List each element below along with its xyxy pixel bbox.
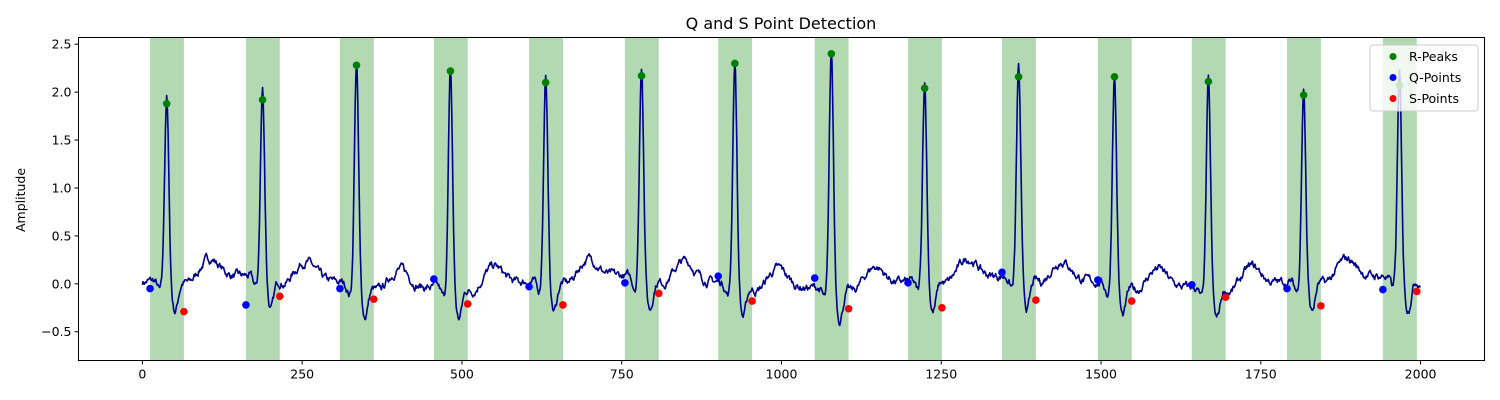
s-point-marker-4 [463,300,472,308]
s-point-marker-8 [844,304,853,313]
y-tick-label-2: 0.5 [52,228,72,243]
x-tick-label-0: 0 [138,367,146,382]
x-tick-label-750: 750 [610,367,634,382]
q-point-marker-11 [1094,276,1102,284]
y-axis-label: Amplitude [13,168,28,232]
y-tick-label-0: −0.5 [41,324,71,339]
q-point-marker-7 [714,272,723,280]
r-peak-marker-10 [1014,72,1023,81]
x-tick-label-1000: 1000 [766,367,798,382]
r-peak-marker-9 [920,84,929,93]
detection-window-2 [245,37,280,361]
q-point-marker-1 [146,284,154,293]
q-point-marker-6 [621,279,629,287]
r-peak-marker-13 [1299,91,1308,99]
legend: R-Peaks Q-Points S-Points [1369,44,1479,112]
s-point-marker-1 [180,307,188,316]
s-point-marker-11 [1127,297,1136,305]
q-point-marker-3 [336,284,344,293]
r-peak-marker-7 [731,59,739,68]
q-point-marker-12 [1187,280,1196,289]
s-point-marker-13 [1317,302,1325,310]
s-point-marker-6 [654,289,663,298]
legend-q-points-marker [1389,74,1397,81]
ecg-signal [141,51,1421,327]
x-tick-label-1250: 1250 [925,367,957,382]
s-point-marker-12 [1221,293,1230,302]
q-point-marker-13 [1283,284,1291,293]
r-peak-marker-8 [827,49,836,58]
x-tick-label-500: 500 [450,367,474,382]
q-point-marker-4 [430,275,438,283]
x-tick-label-1500: 1500 [1085,367,1117,382]
legend-box [1369,44,1479,112]
r-peak-marker-12 [1204,77,1213,86]
q-point-marker-8 [810,274,819,282]
y-tick-label-4: 1.5 [52,133,72,148]
legend-s-points-label: S-Points [1409,91,1459,106]
r-peak-marker-3 [352,61,361,70]
s-point-marker-10 [1032,296,1040,304]
r-peak-marker-11 [1110,72,1119,81]
r-peak-marker-1 [162,99,171,108]
chart-title: Q and S Point Detection [686,14,877,33]
s-point-marker-5 [559,301,567,309]
s-point-marker-14 [1412,287,1421,296]
r-peak-marker-4 [446,67,455,75]
r-peak-marker-6 [637,72,646,80]
q-point-marker-5 [525,282,533,291]
detection-windows [150,37,1417,361]
q-point-marker-14 [1379,285,1387,294]
detection-window-13 [1287,37,1321,361]
x-axis-ticks: 0 250 500 750 1000 1250 1500 1750 2000 [138,360,1437,382]
s-point-markers [180,287,1421,316]
x-tick-label-250: 250 [290,367,314,382]
legend-r-peaks-label: R-Peaks [1409,49,1458,64]
s-point-marker-7 [748,297,756,305]
legend-s-points-marker [1389,95,1397,102]
r-peak-marker-5 [541,78,550,87]
q-point-markers [146,268,1387,309]
q-point-marker-10 [998,268,1006,277]
s-point-marker-2 [276,292,284,301]
q-point-marker-2 [242,301,250,309]
y-tick-label-3: 1.0 [52,180,72,195]
y-tick-label-6: 2.5 [52,37,72,52]
y-tick-label-1: 0.0 [52,276,72,291]
s-point-marker-9 [938,303,946,312]
x-tick-label-2000: 2000 [1405,367,1437,382]
s-point-marker-3 [369,295,378,303]
y-axis-ticks: −0.5 0.0 0.5 1.0 1.5 2.0 2.5 [41,37,79,339]
y-tick-label-5: 2.0 [52,85,72,100]
legend-r-peaks-marker [1389,53,1397,60]
q-point-marker-9 [904,279,912,287]
ecg-signal-line [141,51,1421,327]
r-peak-marker-2 [258,95,267,104]
detection-window-1 [150,37,184,361]
legend-q-points-label: Q-Points [1409,70,1461,85]
x-tick-label-1750: 1750 [1245,367,1277,382]
plot-frame [78,37,1485,361]
